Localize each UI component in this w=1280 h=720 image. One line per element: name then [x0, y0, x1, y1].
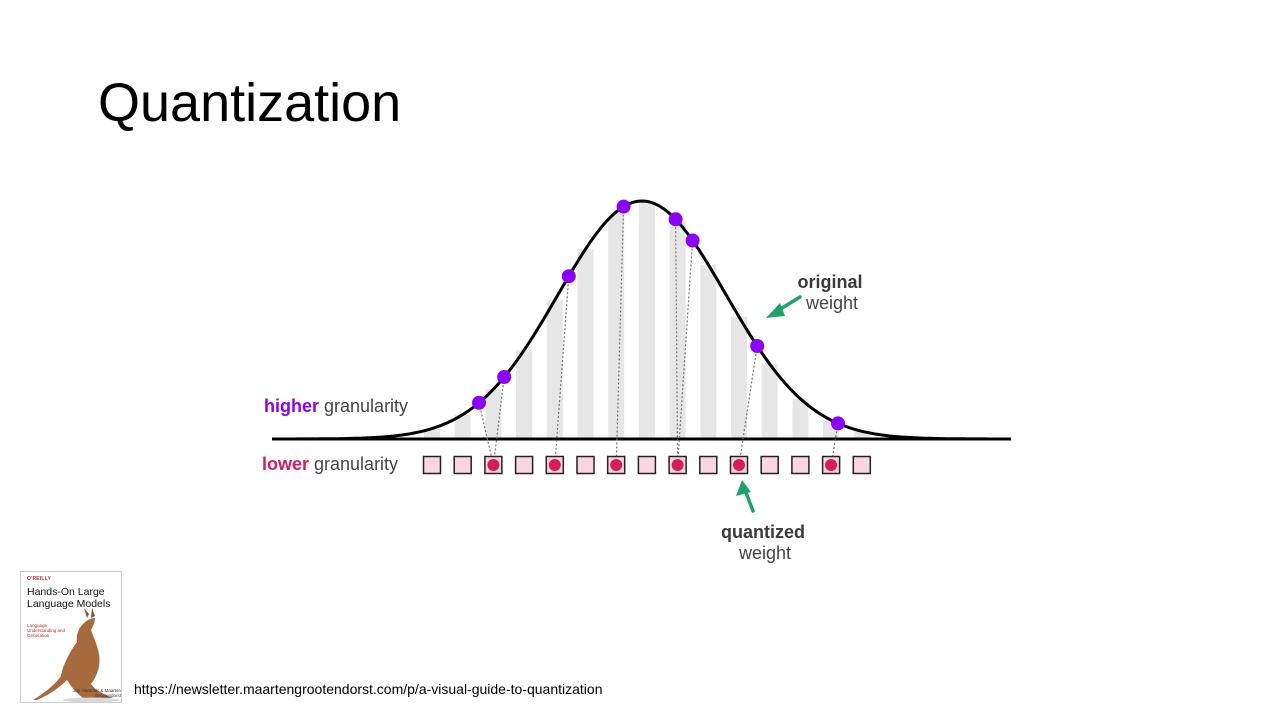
histogram-bar [577, 249, 594, 439]
original-weight-point [561, 269, 576, 284]
book-cover: O'REILLY Hands-On Large Language Models … [20, 571, 122, 703]
histogram-bar [669, 221, 686, 439]
histogram-bars [424, 201, 870, 439]
source-url: https://newsletter.maartengrootendorst.c… [134, 681, 603, 697]
mapping-line [615, 206, 625, 466]
mapping-line [554, 276, 570, 466]
original-weight-points [472, 199, 845, 431]
histogram-bar [700, 264, 717, 439]
histogram-bar [516, 350, 533, 439]
quantized-weight-arrow [743, 488, 755, 513]
histogram-bar [761, 364, 778, 439]
histogram-bar [424, 428, 440, 439]
quantized-weight-point [825, 459, 838, 471]
higher-granularity-label: higher granularity [264, 396, 408, 416]
quantization-bin [760, 455, 779, 475]
mapping-line [830, 423, 839, 466]
quantization-bin [514, 455, 534, 475]
original-weight-point [685, 233, 700, 248]
lower-granularity-label: lower granularity [262, 454, 398, 474]
quantized-weight-point [610, 459, 623, 471]
original-weight-point [831, 416, 845, 431]
quantized-weight-point [487, 459, 500, 471]
quantization-bin [576, 455, 595, 475]
original-weight-point [668, 212, 683, 227]
higher-keyword: higher [264, 396, 319, 416]
book-publisher: O'REILLY [27, 576, 51, 582]
quantized-weight-point [671, 459, 684, 471]
book-subtitle: Language Understanding and Generation [27, 623, 66, 638]
original-weight-point [616, 199, 631, 214]
quantized-weight-label-line1: quantized [721, 522, 805, 542]
histogram-bar [731, 316, 747, 439]
mapping-line [677, 240, 694, 466]
book-title: Hands-On Large Language Models [27, 586, 111, 610]
histogram-bar [853, 431, 870, 439]
quantization-bin [453, 455, 472, 475]
histogram-bar [792, 398, 809, 439]
quantized-weight-point [733, 459, 745, 471]
histogram-bar [454, 414, 471, 439]
original-weight-label-line1: original [797, 272, 862, 292]
quantized-weight-label-line2: weight [738, 543, 791, 563]
histogram-bar [485, 389, 502, 439]
histogram-bar [546, 300, 563, 439]
quantization-bin [852, 455, 872, 475]
slide-title: Quantization [98, 73, 402, 133]
quantization-bin [791, 455, 810, 475]
quantization-bin [637, 455, 657, 475]
mapping-line [492, 376, 505, 466]
quantized-weight-point [548, 459, 561, 471]
original-weight-arrow-head [766, 303, 785, 318]
quantized-weight-arrow-head [736, 480, 751, 496]
mapping-line [674, 219, 679, 466]
quantization-bins [422, 455, 872, 475]
histogram-bar [608, 212, 625, 439]
histogram-bar [638, 201, 655, 439]
book-authors: Jay Alammar & Maarten Grootendorst [72, 688, 121, 698]
lower-keyword: lower [262, 454, 309, 474]
original-weight-point [750, 339, 765, 353]
mapping-line [738, 345, 758, 466]
kangaroo-illustration [33, 608, 119, 702]
quantization-bin [422, 455, 442, 475]
original-weight-point [497, 370, 512, 384]
mapping-lines [478, 206, 839, 466]
mapping-line [478, 402, 494, 466]
higher-rest: granularity [319, 396, 408, 416]
distribution-curve [272, 199, 1010, 441]
original-weight-point [472, 395, 486, 410]
quantization-bin [699, 455, 718, 475]
lower-rest: granularity [309, 454, 398, 474]
original-weight-label-line2: weight [805, 293, 858, 313]
